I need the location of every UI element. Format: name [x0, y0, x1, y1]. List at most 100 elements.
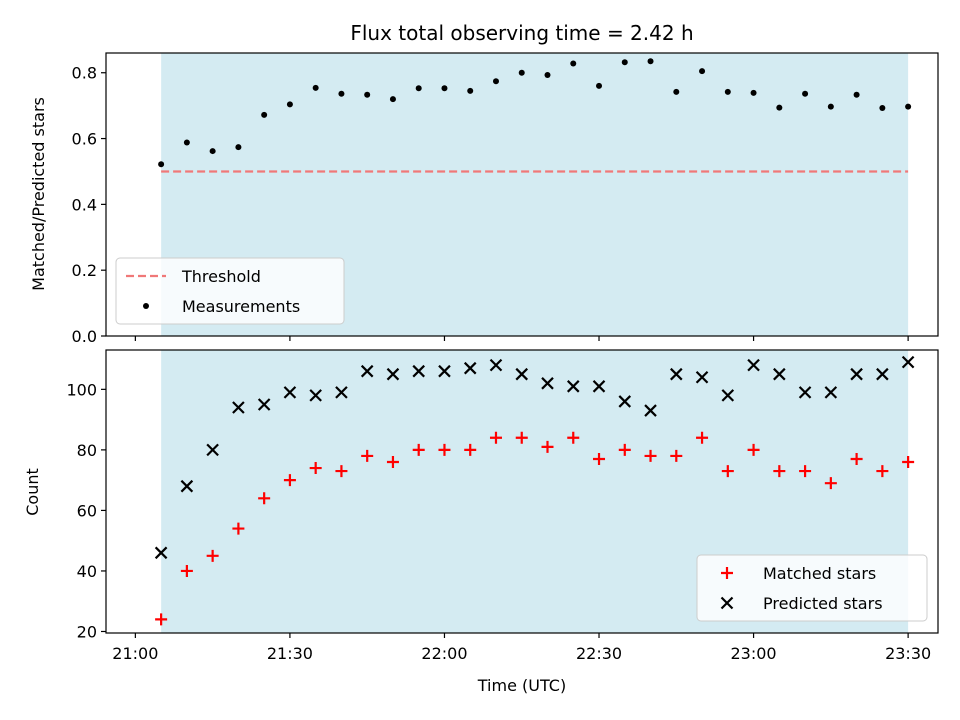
bottom-point [541, 440, 554, 453]
bottom-point [154, 546, 168, 560]
bottom-legend-box [696, 554, 928, 622]
bottom-point [644, 449, 657, 462]
bottom-point [232, 522, 245, 535]
top-point [827, 103, 834, 110]
top-point [905, 103, 912, 110]
top-y-tick-label: 0.8 [72, 64, 97, 83]
bottom-point [566, 380, 580, 393]
top-series-0 [158, 58, 912, 168]
bottom-point [489, 431, 502, 444]
top-point [209, 148, 216, 155]
bottom-point [670, 449, 683, 462]
bottom-point [335, 465, 348, 478]
bottom-point [386, 455, 399, 468]
bottom-legend-swatch [721, 567, 733, 579]
bottom-point [695, 370, 709, 384]
bottom-point [850, 452, 863, 465]
top-legend-label: Measurements [182, 297, 300, 316]
bottom-point [463, 361, 477, 375]
top-point [879, 104, 886, 111]
top-point [853, 91, 860, 98]
bottom-point [180, 479, 194, 493]
top-legend-swatch [143, 303, 149, 309]
top-point [699, 68, 706, 75]
bottom-point [773, 367, 786, 381]
bottom-point [618, 443, 631, 456]
bottom-y-tick-label: 40 [77, 562, 97, 581]
top-point [286, 101, 293, 108]
bottom-point [618, 395, 632, 408]
top-point [415, 85, 422, 92]
top-point [621, 59, 628, 66]
bottom-point [696, 431, 709, 444]
top-point [261, 111, 268, 118]
top-point [338, 90, 345, 97]
bottom-point [799, 465, 812, 478]
top-y-tick-label: 0.6 [72, 130, 97, 149]
bottom-legend-swatch [720, 596, 734, 610]
bottom-point [309, 462, 322, 475]
bottom-point [850, 367, 863, 381]
bottom-point [773, 465, 786, 478]
bottom-point [902, 455, 915, 468]
top-axes-frame [105, 52, 939, 337]
x-tick-label: 22:00 [421, 644, 467, 663]
bottom-point [386, 367, 400, 381]
top-point [544, 72, 551, 79]
chart-title: Flux total observing time = 2.42 h [350, 21, 693, 45]
bottom-legend-label: Predicted stars [763, 594, 883, 613]
top-y-tick-label: 0.4 [72, 195, 97, 214]
top-point [724, 88, 731, 95]
x-tick-label: 23:00 [731, 644, 777, 663]
top-point [183, 139, 190, 146]
ratio-panel: 0.0 0.2 0.4 0.6 0.8 Threshold Measurements [72, 52, 939, 346]
bottom-point [515, 367, 529, 381]
top-point [364, 91, 371, 98]
bottom-point [309, 389, 322, 402]
top-point [492, 78, 499, 85]
top-point [750, 89, 757, 96]
bottom-y-axis-label: Count [23, 468, 42, 516]
bottom-point [464, 443, 477, 456]
bottom-y-tick-label: 20 [77, 622, 97, 641]
top-point [647, 58, 654, 65]
bottom-y-tick-label: 100 [66, 380, 97, 399]
bottom-legend-label: Matched stars [763, 564, 876, 583]
bottom-point [335, 386, 348, 399]
bottom-point [876, 367, 889, 381]
bottom-point [258, 492, 271, 505]
top-point [570, 60, 577, 67]
bottom-point [438, 364, 451, 378]
bottom-series-1 [154, 355, 915, 560]
bottom-y-tick-label: 60 [77, 501, 97, 520]
top-point [776, 104, 783, 111]
bottom-point [489, 358, 503, 372]
top-point [441, 85, 448, 92]
top-point [312, 84, 319, 91]
bottom-point [155, 613, 168, 626]
bottom-point [747, 358, 760, 372]
top-legend-label: Threshold [181, 267, 261, 286]
top-point [158, 161, 165, 168]
x-tick-label: 22:30 [576, 644, 622, 663]
bottom-point [876, 465, 889, 478]
x-tick-label: 21:30 [267, 644, 313, 663]
bottom-point [670, 367, 683, 381]
bottom-point [360, 364, 374, 378]
top-point [596, 82, 603, 89]
bottom-point [257, 398, 271, 411]
top-point [467, 87, 474, 94]
bottom-axes-frame [105, 349, 939, 634]
bottom-point [901, 355, 915, 369]
top-point [518, 69, 525, 76]
bottom-y-tick-label: 80 [77, 441, 97, 460]
bottom-point [515, 431, 528, 444]
bottom-point [644, 404, 657, 417]
bottom-series-0 [155, 431, 915, 626]
bottom-point [593, 452, 606, 465]
top-y-tick-label: 0.2 [72, 261, 97, 280]
bottom-point [824, 386, 838, 399]
top-legend-box [115, 257, 345, 325]
x-tick-label: 21:00 [112, 644, 158, 663]
